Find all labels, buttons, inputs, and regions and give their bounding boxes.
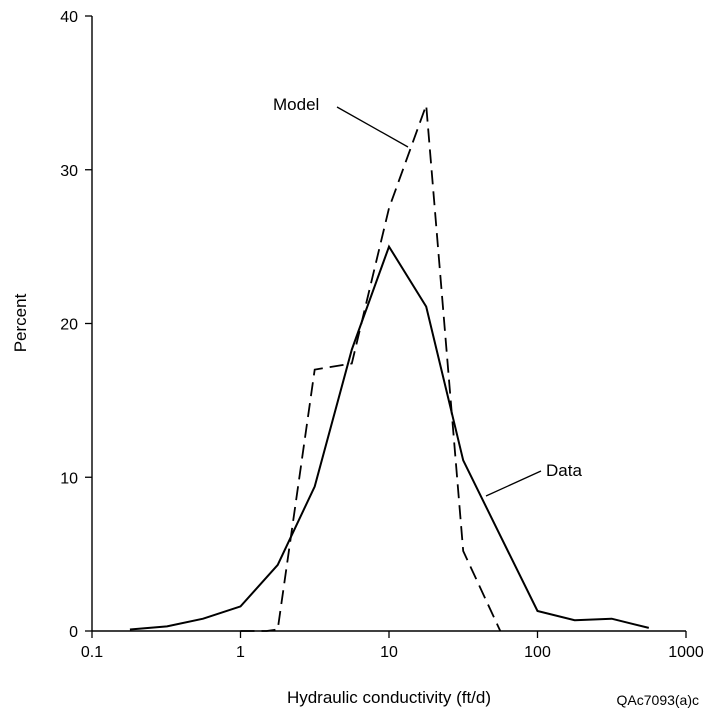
- series-layer: [129, 104, 650, 632]
- series-line-model: [240, 104, 502, 632]
- y-ticks: 0 10 20 30 40: [60, 9, 92, 641]
- annotation-data-leader: [485, 470, 542, 497]
- x-ticks: 0.1 1 10 100 1000: [81, 631, 704, 661]
- y-axis-title: Percent: [11, 293, 30, 352]
- y-axis: 0 10 20 30 40: [60, 9, 93, 641]
- y-tick-label: 40: [60, 9, 78, 26]
- series-line-data: [129, 244, 650, 631]
- x-tick-label: 10: [380, 644, 398, 661]
- x-axis: 0.1 1 10 100 1000: [81, 630, 704, 661]
- y-tick-label: 10: [60, 470, 78, 487]
- x-tick-label: 0.1: [81, 644, 103, 661]
- y-tick-label: 0: [69, 624, 78, 641]
- figure-id: QAc7093(a)c: [617, 692, 699, 708]
- annotation-model: Model: [273, 95, 319, 114]
- y-tick-label: 20: [60, 317, 78, 334]
- x-tick-label: 100: [524, 644, 551, 661]
- x-tick-label: 1: [236, 644, 245, 661]
- annotation-data: Data: [546, 461, 582, 480]
- x-tick-label: 1000: [668, 644, 704, 661]
- y-tick-label: 30: [60, 163, 78, 180]
- x-axis-title: Hydraulic conductivity (ft/d): [287, 688, 491, 707]
- annotation-model-leader: [336, 106, 409, 148]
